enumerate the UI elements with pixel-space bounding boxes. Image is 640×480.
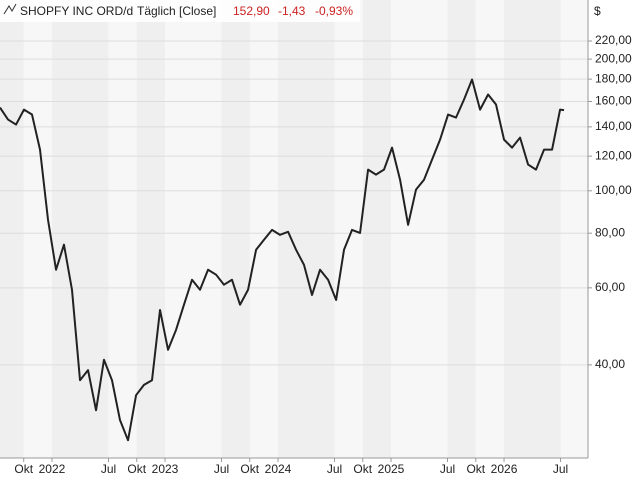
band <box>221 0 250 458</box>
band <box>278 0 335 458</box>
y-tick-label: 200,00 <box>595 51 632 65</box>
y-tick-label: 180,00 <box>595 71 632 85</box>
x-tick-label: Okt <box>353 462 372 476</box>
y-tick-label: 160,00 <box>595 94 632 108</box>
x-tick-label: Okt <box>14 462 33 476</box>
x-tick-label: 2022 <box>39 462 66 476</box>
y-tick-label: 60,00 <box>595 280 625 294</box>
chart-icon <box>3 3 17 15</box>
y-axis-label: $ <box>594 4 601 18</box>
x-tick-label: 2026 <box>491 462 518 476</box>
last-price: 152,90 <box>233 4 270 18</box>
x-tick-label: 2025 <box>378 462 405 476</box>
band <box>362 0 392 458</box>
band <box>504 0 561 458</box>
x-tick-label: Jul <box>214 462 229 476</box>
y-tick-label: 120,00 <box>595 148 632 162</box>
x-tick-label: Okt <box>466 462 485 476</box>
price-line <box>0 78 565 442</box>
y-tick-label: 40,00 <box>595 357 625 371</box>
x-tick-label: Jul <box>101 462 116 476</box>
band <box>51 0 109 458</box>
band <box>447 0 476 458</box>
x-tick-label: 2024 <box>265 462 292 476</box>
grid <box>0 40 588 366</box>
x-tick-label: Okt <box>240 462 259 476</box>
band <box>0 0 24 458</box>
chart-subtitle: Täglich [Close] <box>137 4 216 18</box>
x-tick-label: Jul <box>327 462 342 476</box>
price-change: -1,43 <box>278 4 306 18</box>
price-change-percent: -0,93% <box>315 4 353 18</box>
header-bg <box>0 0 360 22</box>
x-tick-label: Okt <box>127 462 146 476</box>
y-tick-label: 220,00 <box>595 33 632 47</box>
chart-title: SHOPFY INC ORD/d <box>20 4 133 18</box>
y-tick-label: 140,00 <box>595 119 632 133</box>
x-tick-label: 2023 <box>152 462 179 476</box>
series-lines <box>0 78 565 442</box>
y-tick-label: 80,00 <box>595 225 625 239</box>
x-tick-label: Jul <box>440 462 455 476</box>
x-tick-label: Jul <box>553 462 568 476</box>
bands <box>0 0 561 458</box>
y-tick-label: 100,00 <box>595 183 632 197</box>
